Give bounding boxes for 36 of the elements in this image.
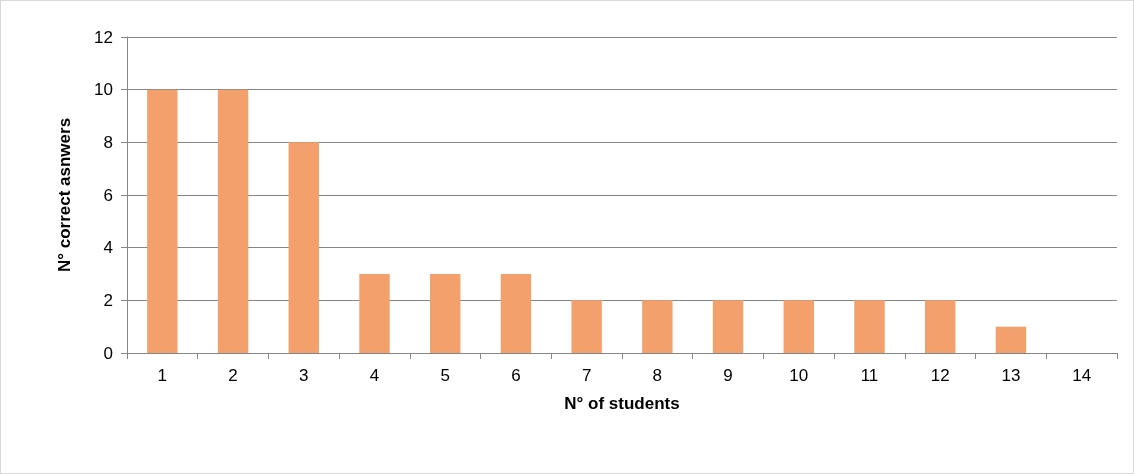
x-axis-title: N° of students <box>564 394 680 413</box>
bar <box>783 300 814 353</box>
bar <box>147 89 178 353</box>
x-tick-label: 8 <box>652 366 663 385</box>
x-tick-label: 7 <box>581 366 592 385</box>
x-tick-label: 13 <box>1001 366 1021 385</box>
bar <box>995 326 1027 353</box>
bar <box>500 274 532 353</box>
x-tick-label: 3 <box>299 366 309 385</box>
bar <box>217 89 249 353</box>
x-tick-label: 12 <box>930 366 950 385</box>
x-tick-label: 14 <box>1072 366 1092 385</box>
bar <box>430 274 461 353</box>
y-tick-label: 6 <box>103 185 113 205</box>
y-tick-label: 4 <box>103 238 113 258</box>
x-tick-label: 10 <box>789 366 809 385</box>
x-tick-label: 5 <box>440 366 450 385</box>
x-tick-label: 6 <box>511 366 521 385</box>
bar <box>359 274 390 353</box>
bar <box>642 300 673 353</box>
y-tick-label: 12 <box>94 27 113 47</box>
bar <box>712 300 744 353</box>
bar <box>854 300 885 353</box>
x-tick-label: 1 <box>157 366 168 385</box>
bar <box>925 300 956 353</box>
y-tick-label: 10 <box>94 80 113 100</box>
bar <box>571 300 602 353</box>
y-tick-label: 0 <box>103 343 113 363</box>
y-tick-label: 8 <box>103 132 113 152</box>
x-tick-label: 4 <box>369 366 380 385</box>
y-tick-label: 2 <box>103 290 113 310</box>
x-tick-label: 2 <box>228 366 238 385</box>
y-axis-title: N° correct asnwers <box>55 117 74 273</box>
x-tick-label: 9 <box>723 366 733 385</box>
x-tick-label: 11 <box>860 366 879 385</box>
bar <box>288 142 319 353</box>
